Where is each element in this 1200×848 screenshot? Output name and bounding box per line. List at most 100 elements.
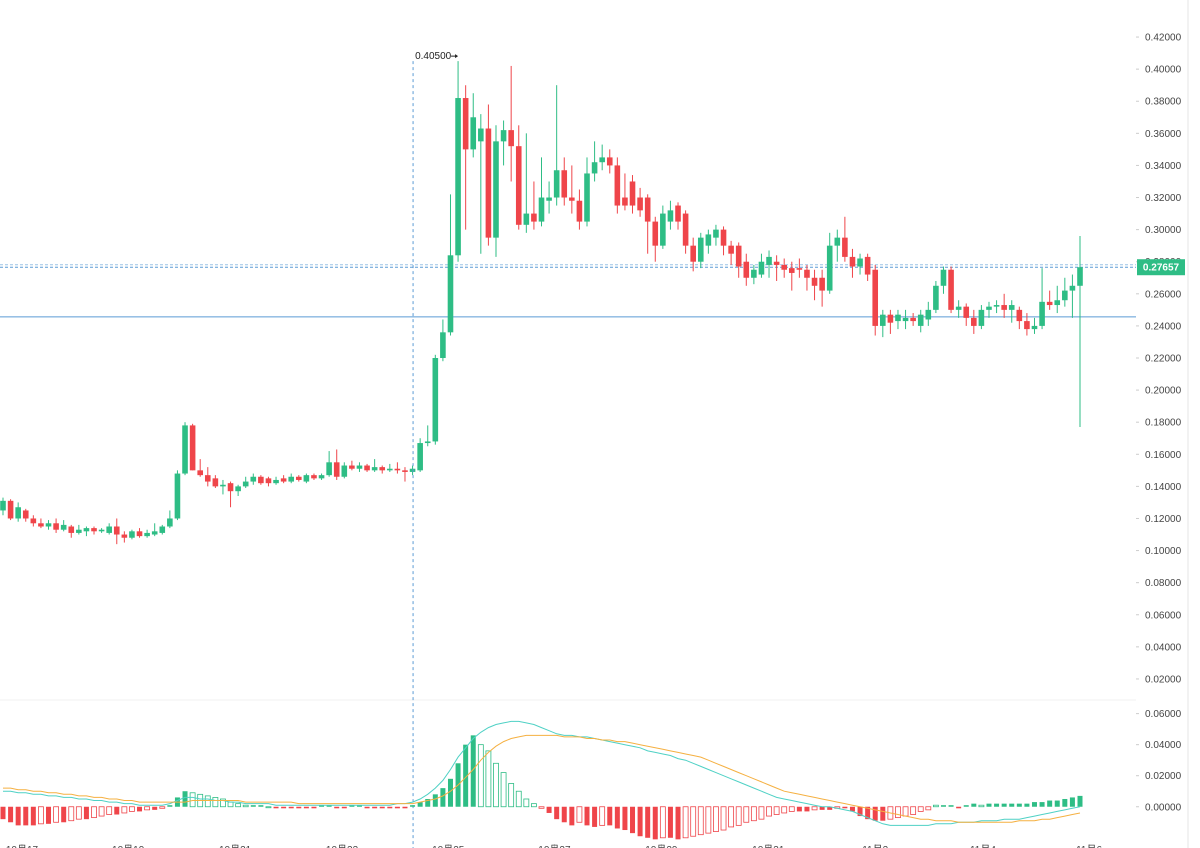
macd-bar <box>227 801 234 808</box>
candle-body <box>576 200 583 222</box>
y-tick-label: 0.10000 <box>1145 546 1182 557</box>
macd-bar <box>827 806 833 810</box>
candle-body <box>242 481 249 487</box>
macd-bar <box>167 805 173 807</box>
macd-bar <box>561 806 567 823</box>
candle-body <box>189 425 196 471</box>
macd-bar <box>1062 798 1068 807</box>
macd-bar <box>645 806 651 838</box>
candle-body <box>280 478 287 482</box>
candle-body <box>258 476 264 484</box>
candle-body <box>440 332 446 358</box>
macd-bar <box>569 806 575 826</box>
macd-bar <box>1009 803 1015 807</box>
candle-body <box>940 269 947 286</box>
candle-body <box>887 314 894 323</box>
macd-bar <box>1001 803 1007 807</box>
candle-body <box>895 314 901 322</box>
macd-bar <box>599 806 606 826</box>
candle-body <box>796 268 803 270</box>
candle-body <box>1077 267 1083 286</box>
candle-body <box>30 518 37 524</box>
candle-body <box>743 261 750 278</box>
candle-body <box>697 237 704 262</box>
x-tick-label: 11月4 <box>970 844 996 848</box>
candle-body <box>606 157 613 166</box>
macd-bar <box>713 806 719 832</box>
macd-bar <box>1077 795 1083 807</box>
candle-body <box>220 484 226 487</box>
candle-body <box>0 500 6 511</box>
macd-bar <box>796 806 802 812</box>
y-tick-label: 0.42000 <box>1145 33 1182 44</box>
candle-body <box>333 462 340 477</box>
candle-body <box>356 465 363 469</box>
macd-y-tick-label: 0.06000 <box>1145 709 1182 720</box>
y-tick-label: 0.36000 <box>1145 129 1182 140</box>
macd-bar <box>971 803 977 807</box>
macd-bar <box>819 806 825 810</box>
candle-body <box>98 529 105 532</box>
macd-bar <box>500 772 507 808</box>
candle-body <box>538 197 545 222</box>
macd-bar <box>652 806 658 840</box>
macd-bar <box>106 806 113 815</box>
macd-bar <box>189 792 196 808</box>
macd-bar <box>682 806 689 839</box>
y-tick-label: 0.40000 <box>1145 65 1182 76</box>
macd-bar <box>440 788 446 807</box>
y-tick-label: 0.34000 <box>1145 161 1182 172</box>
candle-body <box>826 245 833 291</box>
candle-body <box>713 229 719 238</box>
candle-body <box>83 528 90 532</box>
candle-body <box>993 305 1000 307</box>
macd-bar <box>470 735 476 807</box>
candle-body <box>644 197 651 222</box>
last-price-label: 0.27657 <box>1143 263 1180 274</box>
candle-body <box>842 237 848 257</box>
candle-body <box>728 245 734 254</box>
macd-bar <box>273 806 279 809</box>
macd-bar <box>880 806 886 821</box>
candle-body <box>318 475 325 479</box>
macd-bar <box>402 806 408 809</box>
macd-bar <box>842 806 848 809</box>
macd-bar <box>326 805 332 807</box>
candle-body <box>379 467 386 471</box>
macd-line <box>3 720 1081 826</box>
macd-bar <box>68 806 75 822</box>
x-tick-label: 10月27 <box>538 844 571 848</box>
macd-bar <box>137 806 143 812</box>
candle-body <box>948 269 954 310</box>
candle-body <box>971 317 977 326</box>
macd-bar <box>584 806 590 826</box>
candle-body <box>864 256 871 275</box>
macd-line <box>3 734 1081 823</box>
candle-body <box>68 526 75 533</box>
macd-y-tick-label: 0.04000 <box>1145 740 1182 751</box>
macd-bar <box>23 806 29 826</box>
candle-body <box>781 264 788 270</box>
candle-body <box>1069 285 1076 291</box>
candle-body <box>553 170 560 198</box>
macd-bar <box>804 806 810 812</box>
y-tick-label: 0.04000 <box>1145 642 1182 653</box>
candle-body <box>417 443 423 471</box>
candle-body <box>857 258 863 267</box>
macd-bar <box>98 806 105 817</box>
candle-body <box>455 98 461 256</box>
candle-body <box>614 165 621 206</box>
y-tick-label: 0.02000 <box>1145 674 1182 685</box>
macd-bar <box>129 806 135 812</box>
candle-body <box>76 529 82 533</box>
macd-bar <box>607 806 613 826</box>
y-tick-label: 0.38000 <box>1145 97 1182 108</box>
candle-body <box>880 314 886 326</box>
last-price-tag <box>1137 259 1185 276</box>
macd-bar <box>576 806 583 823</box>
candle-body <box>667 210 674 222</box>
macd-bar <box>872 806 878 821</box>
x-tick-label: 10月25 <box>432 844 465 848</box>
